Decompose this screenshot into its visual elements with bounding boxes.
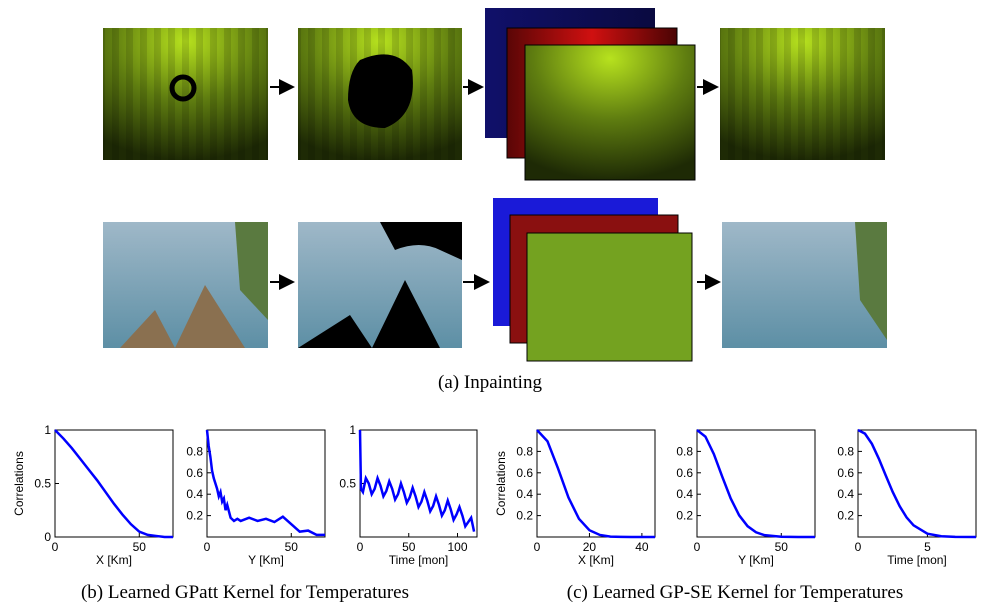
plot-frame	[55, 430, 173, 537]
y-tick-label: 0.8	[837, 444, 854, 458]
x-axis-label: Time [mon]	[887, 553, 947, 567]
x-axis-label: X [Km]	[578, 553, 614, 567]
x-tick-label: 5	[924, 540, 931, 554]
caption: (b) Learned GPatt Kernel for Temperature…	[81, 582, 409, 603]
x-axis-label: X [Km]	[96, 553, 132, 567]
y-tick-label: 0.6	[676, 466, 693, 480]
x-tick-label: 50	[775, 540, 789, 554]
caption: (a) Inpainting	[438, 372, 542, 393]
x-tick-label: 100	[447, 540, 467, 554]
channel-green	[525, 45, 695, 180]
y-tick-label: 0.4	[516, 487, 533, 501]
plot-frame	[858, 430, 976, 537]
y-tick-label: 0.4	[676, 487, 693, 501]
kernel-line	[207, 430, 325, 535]
x-tick-label: 20	[583, 540, 597, 554]
y-tick-label: 0.4	[837, 487, 854, 501]
y-tick-label: 0.5	[34, 477, 51, 491]
y-tick-label: 0.6	[837, 466, 854, 480]
kernel-line	[697, 430, 815, 537]
kernel-line	[858, 430, 976, 537]
plot-frame	[697, 430, 815, 537]
x-axis-label: Time [mon]	[389, 553, 449, 567]
kernel-line	[360, 430, 474, 532]
y-axis-label: Correlations	[12, 451, 26, 516]
x-tick-label: 0	[357, 540, 364, 554]
y-tick-label: 0.5	[339, 477, 356, 491]
x-tick-label: 0	[855, 540, 862, 554]
x-tick-label: 40	[635, 540, 649, 554]
caption: (c) Learned GP-SE Kernel for Temperature…	[567, 582, 903, 603]
inpainting-row-1	[103, 8, 885, 180]
y-tick-label: 0.8	[516, 444, 533, 458]
page: {"captions": {"a": "(a) Inpainting", "b"…	[0, 0, 981, 610]
x-tick-label: 0	[52, 540, 59, 554]
x-axis-label: Y [Km]	[738, 553, 774, 567]
x-tick-label: 0	[204, 540, 211, 554]
plot-frame	[360, 430, 477, 537]
plot-frame	[537, 430, 655, 537]
y-tick-label: 0.8	[186, 444, 203, 458]
x-tick-label: 0	[534, 540, 541, 554]
x-tick-label: 50	[285, 540, 299, 554]
figure: (a) Inpainting (b) Learned GPatt Kernel …	[0, 0, 981, 610]
y-tick-label: 0.2	[676, 509, 693, 523]
y-tick-label: 0	[44, 530, 51, 544]
x-axis-label: Y [Km]	[248, 553, 284, 567]
kernel-line	[55, 430, 173, 537]
y-tick-label: 0.2	[186, 509, 203, 523]
x-tick-label: 50	[133, 540, 147, 554]
inpainting-row-2	[103, 198, 887, 361]
plot-frame	[207, 430, 325, 537]
channel-green	[527, 233, 692, 361]
y-tick-label: 1	[44, 423, 51, 437]
y-tick-label: 0.6	[186, 466, 203, 480]
x-tick-label: 50	[402, 540, 416, 554]
y-axis-label: Correlations	[494, 451, 508, 516]
y-tick-label: 0.6	[516, 466, 533, 480]
y-tick-label: 0.2	[837, 509, 854, 523]
y-tick-label: 0.2	[516, 509, 533, 523]
y-tick-label: 0.8	[676, 444, 693, 458]
y-tick-label: 0.4	[186, 487, 203, 501]
x-tick-label: 0	[694, 540, 701, 554]
kernel-line	[537, 430, 655, 537]
y-tick-label: 1	[349, 423, 356, 437]
